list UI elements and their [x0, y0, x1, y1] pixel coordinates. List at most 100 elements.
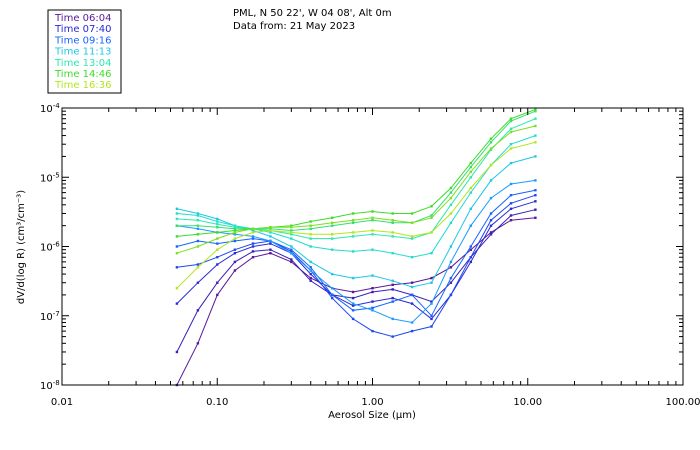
data-point: [534, 134, 537, 137]
data-point: [196, 212, 200, 215]
data-point: [489, 212, 493, 215]
data-point: [509, 219, 513, 222]
data-point: [489, 233, 493, 236]
data-point: [269, 227, 272, 230]
data-point: [410, 329, 414, 333]
data-point: [351, 212, 355, 215]
data-point: [534, 189, 537, 192]
data-point: [216, 263, 219, 266]
data-point: [269, 229, 272, 232]
data-point: [216, 217, 219, 221]
legend-entry: Time 06:04: [54, 13, 111, 24]
data-point: [290, 233, 293, 236]
data-point: [196, 281, 200, 284]
data-point: [309, 224, 312, 227]
data-point: [175, 212, 179, 215]
data-point: [331, 248, 334, 251]
data-point: [309, 237, 312, 240]
data-point: [196, 214, 200, 217]
data-point: [391, 317, 394, 321]
plot-frame: [61, 107, 684, 386]
data-point: [216, 256, 219, 259]
x-axis-label: Aerosol Size (μm): [328, 410, 416, 421]
series-line: [176, 125, 536, 254]
legend-entry: Time 11:13: [54, 47, 111, 58]
data-point: [216, 281, 219, 284]
data-point: [509, 143, 513, 146]
data-point: [251, 229, 255, 232]
data-point: [290, 237, 293, 240]
data-point: [233, 231, 237, 234]
data-point: [309, 220, 312, 223]
data-point: [216, 231, 219, 234]
data-point: [233, 233, 237, 236]
data-point: [469, 170, 472, 173]
data-point: [371, 210, 374, 213]
data-point: [430, 314, 433, 317]
data-point: [469, 186, 472, 190]
data-point: [469, 165, 472, 169]
data-point: [489, 163, 493, 167]
data-point: [371, 287, 374, 290]
data-point: [216, 223, 219, 226]
data-point: [251, 235, 255, 238]
data-point: [196, 239, 200, 243]
data-point: [509, 147, 513, 150]
data-point: [290, 245, 293, 248]
data-point: [449, 281, 453, 284]
data-point: [469, 207, 472, 210]
data-point: [371, 290, 374, 294]
data-point: [233, 252, 237, 255]
data-point: [175, 235, 179, 238]
data-point: [351, 290, 355, 294]
data-point: [251, 237, 255, 240]
data-point: [196, 342, 200, 345]
data-point: [331, 296, 334, 300]
data-point: [351, 304, 355, 307]
legend-entry: Time 13:04: [54, 58, 111, 69]
data-point: [233, 248, 237, 251]
data-point: [449, 245, 453, 248]
data-point: [290, 260, 293, 264]
data-point: [251, 227, 255, 230]
series-0916: [175, 189, 537, 317]
data-point: [430, 325, 433, 328]
data-point: [351, 276, 355, 280]
data-point: [290, 224, 293, 227]
data-point: [331, 237, 334, 240]
data-point: [534, 200, 537, 203]
data-point: [331, 293, 334, 297]
legend-entry: Time 16:36: [54, 80, 111, 91]
data-point: [351, 221, 355, 224]
data-point: [449, 186, 453, 190]
data-point: [196, 245, 200, 248]
data-point: [469, 245, 472, 248]
data-point: [290, 258, 293, 261]
data-point: [410, 281, 414, 284]
data-point: [309, 266, 312, 269]
data-point: [391, 212, 394, 215]
data-point: [351, 302, 355, 305]
data-point: [269, 248, 272, 251]
data-point: [469, 161, 472, 165]
data-point: [309, 233, 312, 236]
data-point: [489, 231, 493, 234]
data-point: [175, 245, 179, 248]
data-point: [430, 252, 433, 255]
data-point: [489, 141, 493, 144]
data-point: [331, 233, 334, 236]
data-point: [216, 220, 219, 223]
data-point: [391, 296, 394, 300]
data-point: [233, 224, 237, 227]
data-point: [509, 119, 513, 123]
data-point: [175, 217, 179, 221]
data-point: [449, 266, 453, 269]
series-1540: [175, 124, 537, 255]
data-point: [175, 350, 179, 354]
chart-subtitle: Data from: 21 May 2023: [233, 21, 355, 32]
data-point: [449, 191, 453, 194]
data-point: [534, 194, 537, 197]
data-point: [449, 276, 453, 280]
legend-entry: Time 07:40: [54, 24, 111, 35]
